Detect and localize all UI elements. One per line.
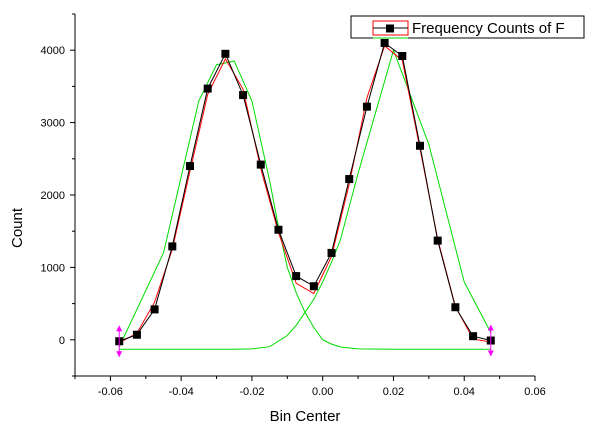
range-marker-arrow-down: [116, 351, 123, 358]
data-point-marker: [239, 91, 248, 100]
x-axis-title: Bin Center: [270, 408, 341, 425]
range-marker-arrow-up: [116, 325, 123, 332]
data-point-marker: [203, 84, 212, 93]
fit-peak-curve: [119, 48, 492, 350]
y-tick-label: 2000: [41, 190, 65, 202]
range-marker-layer: [116, 324, 494, 358]
data-point-marker: [433, 236, 442, 245]
data-point-marker: [345, 175, 354, 184]
x-tick-label: 0.00: [312, 386, 333, 398]
x-tick-label: -0.04: [169, 386, 194, 398]
data-point-marker: [380, 38, 389, 47]
legend-label: Frequency Counts of F: [412, 20, 565, 37]
data-point-marker: [132, 330, 141, 339]
x-tick-label: -0.06: [98, 386, 123, 398]
legend-box: [350, 15, 585, 39]
data-point-marker: [362, 102, 371, 111]
data-point-marker: [327, 248, 336, 257]
y-tick-label: 0: [59, 335, 65, 347]
legend-square-marker-icon: [386, 24, 394, 33]
data-point-marker: [398, 51, 407, 60]
data-point-marker: [292, 272, 301, 281]
legend: Frequency Counts of F: [350, 15, 585, 39]
fit-peak-curve: [118, 60, 491, 350]
data-point-marker: [256, 160, 265, 169]
range-marker-arrow-down: [487, 350, 494, 357]
axes: -0.06 -0.04 -0.02 0.00 0.02 0.04 0.06 0 1000 2000…: [41, 13, 546, 398]
data-point-marker: [274, 225, 283, 234]
y-tick-label: 1000: [41, 262, 65, 274]
data-series-line: [119, 42, 491, 342]
data-point-marker: [168, 242, 177, 251]
data-point-marker: [416, 141, 424, 150]
data-point-marker: [469, 332, 478, 341]
x-tick-label: 0.02: [383, 386, 404, 398]
data-point-marker: [186, 162, 194, 171]
y-tick-label: 4000: [41, 45, 65, 57]
data-point-marker: [309, 282, 318, 291]
data-point-marker: [451, 303, 460, 312]
series-layer: [118, 42, 492, 350]
y-axis-title: Count: [9, 207, 26, 248]
range-marker-arrow-up: [487, 324, 494, 331]
data-point-marker: [150, 305, 159, 314]
y-tick-label: 3000: [41, 118, 65, 130]
x-tick-label: -0.02: [239, 386, 264, 398]
x-tick-label: 0.04: [454, 386, 475, 398]
data-point-marker: [221, 49, 230, 58]
x-tick-label: 0.06: [524, 386, 545, 398]
